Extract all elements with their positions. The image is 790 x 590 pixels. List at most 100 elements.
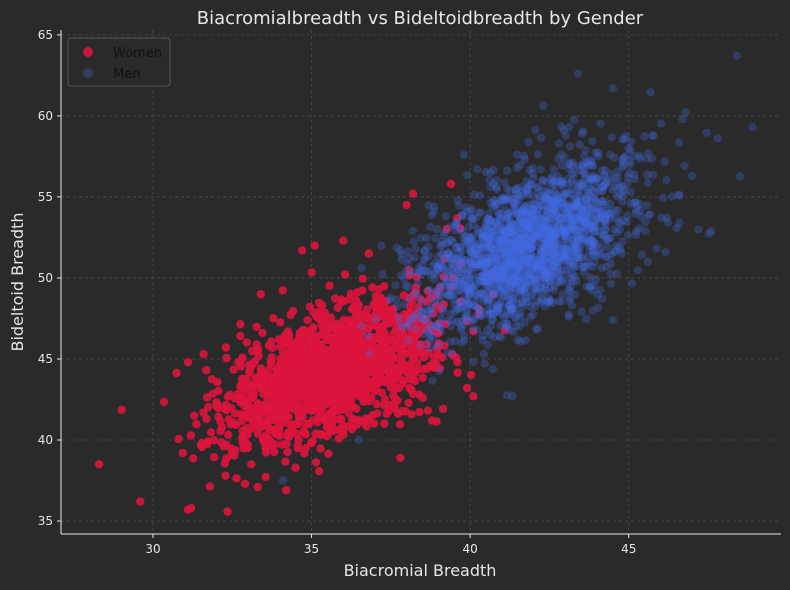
men-point (707, 226, 716, 236)
men-point (558, 161, 567, 170)
men-point (513, 210, 522, 219)
women-point (293, 429, 302, 439)
men-point (485, 257, 494, 266)
men-point (520, 262, 530, 271)
women-point (236, 398, 246, 407)
men-point (509, 220, 518, 229)
men-point (574, 204, 584, 213)
women-point (370, 335, 379, 344)
women-point (415, 407, 424, 417)
men-point (501, 252, 511, 261)
men-point (610, 206, 619, 215)
women-point (402, 200, 411, 210)
men-point (518, 217, 527, 226)
men-point (508, 247, 517, 256)
men-point (533, 263, 543, 272)
women-point (347, 400, 356, 409)
men-point (485, 294, 494, 303)
men-point (488, 364, 497, 374)
men-point (420, 247, 429, 256)
men-point (563, 262, 573, 271)
men-point (556, 252, 565, 262)
men-point (541, 195, 550, 204)
men-point (551, 200, 560, 209)
men-point (555, 213, 564, 222)
men-point (514, 255, 524, 264)
men-point (449, 295, 459, 304)
men-point (564, 188, 573, 197)
men-point (569, 257, 579, 267)
men-point (521, 290, 530, 300)
men-point (466, 257, 475, 267)
women-point (488, 290, 498, 299)
men-point (550, 250, 559, 259)
men-point (498, 261, 507, 270)
men-point (569, 245, 578, 254)
men-point (506, 283, 515, 292)
men-point (481, 219, 490, 228)
men-point (577, 307, 586, 316)
men-point (518, 218, 528, 227)
men-point (501, 270, 511, 279)
men-point (454, 256, 463, 265)
x-tick-label: 35 (304, 542, 319, 556)
men-point (550, 236, 559, 245)
women-point (356, 320, 365, 330)
men-point (482, 310, 492, 319)
women-point (296, 369, 305, 379)
men-point (515, 260, 525, 270)
men-point (572, 227, 581, 237)
men-point (554, 176, 563, 186)
men-point (498, 226, 507, 235)
men-point (573, 231, 582, 240)
men-point (572, 194, 581, 203)
men-point (443, 239, 452, 248)
women-point (408, 290, 418, 300)
men-point (515, 214, 525, 223)
women-point (308, 436, 317, 446)
women-point (439, 272, 448, 281)
men-point (486, 330, 495, 339)
men-point (459, 277, 468, 286)
men-point (497, 273, 506, 282)
men-point (485, 245, 495, 254)
men-point (574, 251, 583, 261)
men-point (498, 234, 507, 243)
men-point (522, 233, 531, 242)
men-point (547, 199, 556, 209)
men-point (598, 182, 607, 191)
men-point (465, 246, 475, 255)
men-point (567, 220, 576, 229)
men-point (551, 257, 560, 266)
men-point (558, 257, 567, 266)
men-point (460, 255, 469, 265)
men-point (545, 252, 554, 261)
men-point (504, 239, 513, 249)
men-point (543, 194, 553, 204)
men-point (579, 235, 588, 244)
women-point (172, 368, 181, 378)
men-point (601, 212, 610, 221)
men-point (559, 227, 568, 236)
men-point (454, 317, 463, 326)
men-point (577, 225, 586, 234)
men-point (535, 229, 544, 239)
women-point (219, 442, 228, 451)
men-point (642, 201, 652, 210)
axes (60, 30, 781, 535)
women-point (192, 419, 201, 429)
men-point (553, 211, 562, 220)
men-point (578, 222, 587, 231)
men-point (422, 233, 431, 243)
men-point (432, 225, 442, 234)
men-point (540, 246, 549, 255)
men-point (545, 214, 554, 224)
men-point (571, 198, 581, 208)
men-point (483, 233, 492, 242)
men-point (391, 280, 400, 290)
men-point (583, 258, 593, 267)
men-point (437, 241, 447, 250)
men-point (549, 203, 559, 213)
men-point (580, 174, 590, 184)
men-point (512, 232, 522, 242)
